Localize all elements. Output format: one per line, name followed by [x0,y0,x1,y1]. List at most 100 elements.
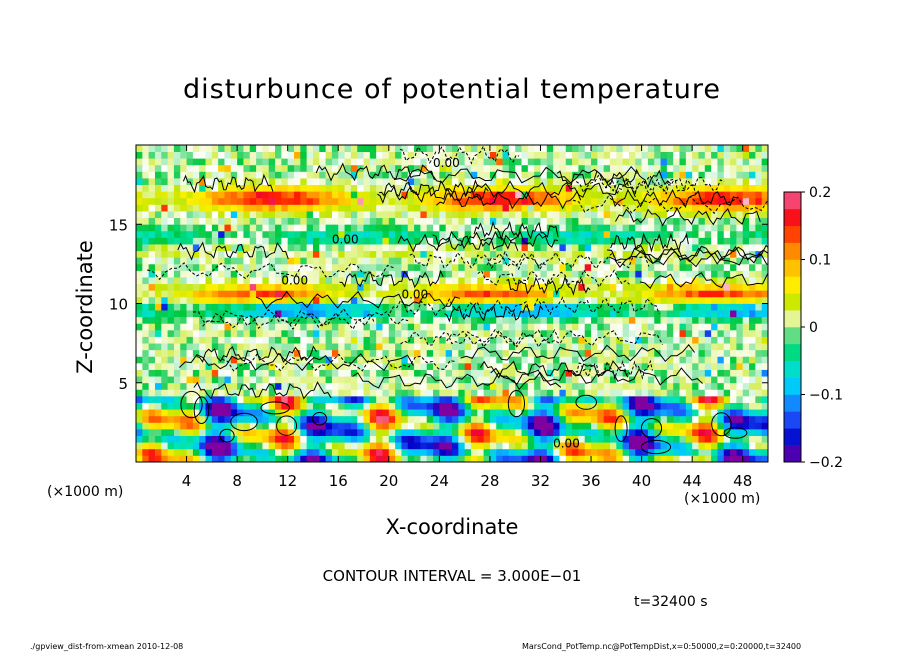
heatmap-cell [540,382,548,390]
heatmap-cell [496,158,503,166]
heatmap-cell [173,442,181,450]
heatmap-cell [401,415,409,423]
heatmap-cell [136,323,143,331]
heatmap-cell [755,455,763,462]
x-tick-label: 4 [182,472,192,490]
heatmap-cell [369,270,377,278]
x-tick-label: 12 [278,472,297,490]
heatmap-cell [376,184,383,192]
heatmap-cell [464,316,472,324]
heatmap-cell [357,435,364,443]
heatmap-cell [433,178,440,186]
heatmap-cell [256,389,263,397]
heatmap-cell [704,455,712,462]
heatmap-cell [294,395,301,403]
heatmap-cell [610,336,617,344]
heatmap-cell [426,323,434,331]
heatmap-cell [515,145,522,152]
heatmap-cell [167,356,175,364]
heatmap-cell [489,356,497,364]
heatmap-cell [584,145,592,152]
heatmap-cell [186,296,194,304]
heatmap-cell [161,336,168,344]
heatmap-cell [654,310,661,318]
heatmap-cell [294,224,301,232]
heatmap-cell [262,158,270,166]
heatmap-cell [698,395,706,403]
heatmap-cell [338,303,345,311]
heatmap-cell [388,389,396,397]
heatmap-cell [464,435,472,443]
heatmap-cell [584,389,592,397]
heatmap-cell [584,224,592,232]
heatmap-cell [755,362,763,370]
heatmap-cell [338,145,345,152]
heatmap-cell [641,257,649,265]
heatmap-cell [470,389,478,397]
heatmap-cell [211,448,219,456]
heatmap-cell [698,362,706,370]
heatmap-cell [331,211,339,219]
heatmap-cell [502,442,510,450]
heatmap-cell [610,178,617,186]
heatmap-cell [376,217,383,225]
heatmap-cell [325,369,333,377]
heatmap-cell [142,230,150,238]
heatmap-cell [489,376,497,384]
heatmap-cell [540,356,548,364]
heatmap-cell [755,415,763,423]
heatmap-cell [464,296,472,304]
heatmap-cell [452,296,459,304]
heatmap-cell [319,395,326,403]
heatmap-cell [635,145,642,152]
heatmap-cell [736,191,744,199]
heatmap-cell [572,362,579,370]
colorbar-segment [784,208,801,227]
heatmap-cell [572,435,579,443]
heatmap-cell [230,356,238,364]
heatmap-cell [452,336,459,344]
heatmap-cell [711,270,718,278]
heatmap-cell [711,336,718,344]
heatmap-cell [136,164,143,172]
heatmap-cell [559,455,567,462]
heatmap-cell [256,296,263,304]
heatmap-cell [521,164,529,172]
heatmap-cell [275,164,282,172]
heatmap-cell [199,204,206,212]
heatmap-cell [610,164,617,172]
heatmap-cell [173,290,181,298]
heatmap-cell [477,230,484,238]
heatmap-cell [256,409,263,417]
heatmap-cell [660,376,668,384]
heatmap-cell [698,415,706,423]
heatmap-cell [591,435,598,443]
heatmap-cell [666,224,674,232]
heatmap-cell [275,382,282,390]
heatmap-cell [167,376,175,384]
heatmap-cell [369,230,377,238]
heatmap-cell [161,237,168,245]
heatmap-cell [470,448,478,456]
heatmap-cell [749,395,756,403]
heatmap-cell [654,316,661,324]
heatmap-cell [679,409,687,417]
heatmap-cell [306,145,314,152]
heatmap-cell [578,336,586,344]
heatmap-cell [363,257,371,265]
heatmap-cell [395,409,402,417]
heatmap-cell [237,415,244,423]
heatmap-cell [704,448,712,456]
heatmap-cell [376,191,383,199]
heatmap-cell [306,409,314,417]
heatmap-cell [161,178,168,186]
heatmap-cell [338,171,345,179]
heatmap-cell [730,164,737,172]
heatmap-cell [268,257,276,265]
heatmap-cell [433,145,440,152]
heatmap-cell [256,224,263,232]
heatmap-cell [319,402,326,410]
heatmap-cell [287,369,295,377]
heatmap-cell [268,369,276,377]
heatmap-cell [420,343,428,351]
